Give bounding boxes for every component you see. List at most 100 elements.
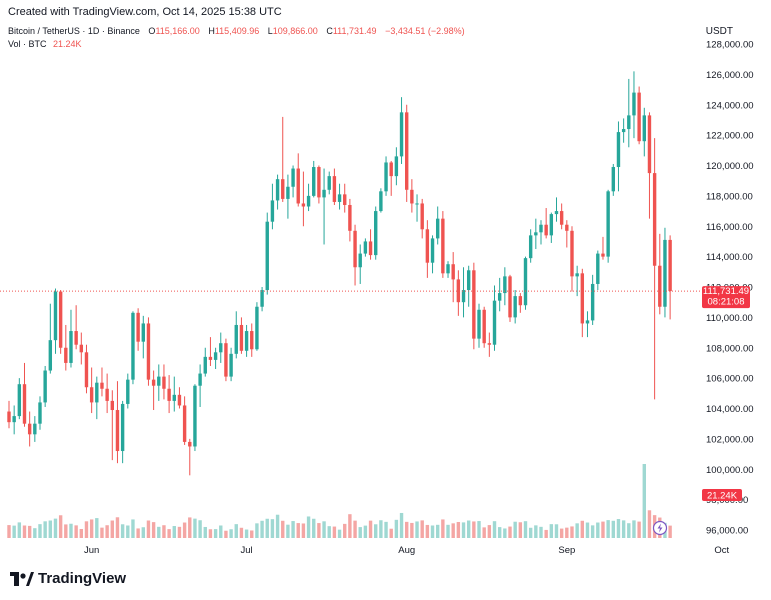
tradingview-wordmark: TradingView [38,570,127,587]
candle-body [435,218,440,239]
volume-bar [518,522,523,538]
candle-body [544,224,548,236]
candle-body [580,273,585,324]
volume-bar [606,520,610,538]
volume-bar [554,524,559,538]
volume-bar [7,525,11,538]
candle [575,265,579,297]
tradingview-logo[interactable]: TradingView [10,570,126,587]
candle [141,315,145,359]
volume-badge-text: 21.24K [707,491,738,502]
volume-bar [296,523,300,538]
created-with-header: Created with TradingView.com, Oct 14, 20… [8,6,282,18]
volume-bar [213,529,218,538]
candle-body [48,340,53,371]
volume-bar [146,520,151,538]
volume-bar [461,522,466,538]
candle-body [652,173,657,266]
countdown-text: 08:21:08 [708,297,745,308]
candle [172,376,176,412]
candle [265,212,269,295]
candle [570,226,574,292]
close-label: C [326,26,333,36]
candle [234,311,238,359]
symbol-label[interactable]: Bitcoin / TetherUS · 1D · Binance [8,26,140,36]
candle [332,168,337,205]
volume-value: 21.24K [53,39,82,49]
volume-bar [120,524,125,538]
candle-body [534,232,538,236]
lightning-icon[interactable] [652,520,668,536]
low-value: 109,866.00 [272,26,318,36]
candle-body [162,376,166,389]
candle [12,405,16,435]
candle [120,400,125,464]
candle-body [234,324,238,354]
volume-bar [53,518,58,538]
candle-body [456,279,461,303]
candle [198,364,202,407]
ohlc-legend: Bitcoin / TetherUS · 1D · Binance O115,1… [8,26,465,36]
volume-bar [503,528,507,538]
candle [291,165,295,198]
candle [27,411,32,447]
volume-bar [399,512,404,538]
volume-bar [74,525,78,538]
volume-bar [193,518,197,538]
candle-body [425,229,430,263]
candle [95,376,99,420]
candle [188,438,192,476]
volume-bar [84,521,89,538]
candle-body [69,331,73,363]
volume-bar [523,521,528,538]
volume-bar [64,524,68,538]
volume-bar [136,528,140,538]
candle-body [337,194,342,202]
candle [435,206,440,245]
candle [162,364,166,400]
candle-body [255,306,259,350]
candle-body [332,176,337,202]
price-unit-label[interactable]: USDT [705,26,733,37]
candle-body [157,376,161,386]
close-value: 111,731.49 [332,26,377,36]
candle [456,270,461,316]
volume-bar [405,521,409,538]
candle-body [172,394,176,401]
volume-bar [441,519,445,538]
candle-body [565,224,569,231]
candle-body [513,296,517,318]
candle [549,212,554,243]
candle-body [79,344,84,353]
candle [492,285,497,351]
candle-body [394,156,399,177]
volume-bar [27,525,32,538]
volume-bar [575,523,579,538]
candle [652,138,657,400]
volume-bar [38,524,42,538]
candle-body [627,115,631,130]
volume-bar [265,518,269,538]
volume-bar [590,525,595,538]
candle [38,396,42,430]
volume-bar [472,521,476,538]
candle-body [177,394,182,406]
volume-bar [69,523,73,538]
candle-body [611,167,616,192]
candle-body [420,203,424,230]
candle [322,168,326,245]
candle [539,220,543,245]
volume-bar [157,526,161,538]
candle-body [482,309,486,344]
candle-body [250,331,254,350]
candle [642,107,646,157]
candle-body [477,309,481,339]
volume-bar [244,529,249,538]
volume-bar [188,517,192,538]
candle [89,367,94,414]
volume-label[interactable]: Vol · BTC [8,39,47,49]
price-tick-label: 100,000.00 [706,465,754,476]
candle [466,265,471,307]
candle-body [89,387,94,403]
